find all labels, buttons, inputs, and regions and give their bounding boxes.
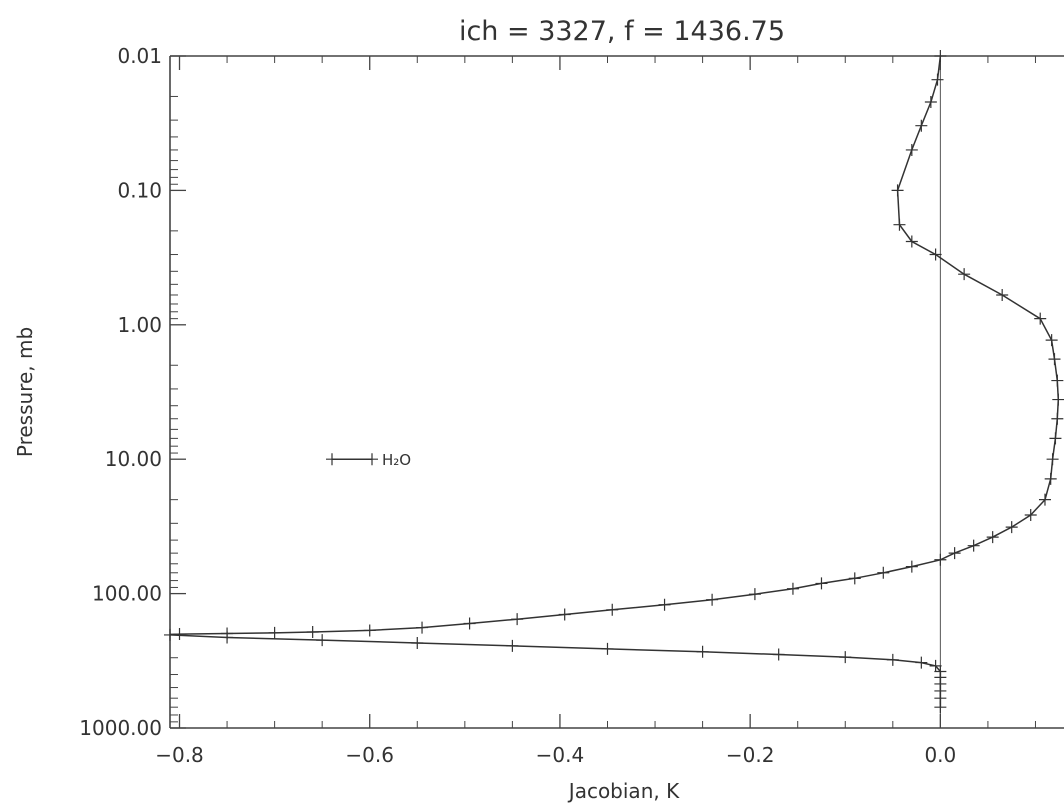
y-tick-label: 10.00 <box>105 447 162 471</box>
data-point <box>772 648 785 661</box>
data-point <box>877 566 890 579</box>
legend-marker <box>326 453 338 466</box>
x-axis-label: Jacobian, K <box>567 779 680 803</box>
data-point <box>905 143 918 156</box>
data-point <box>1038 493 1051 506</box>
data-point <box>748 588 761 601</box>
data-point <box>1034 312 1047 325</box>
data-point <box>316 634 329 647</box>
data-point <box>905 235 918 248</box>
data-point <box>1024 508 1037 521</box>
y-tick-label: 0.01 <box>117 44 162 68</box>
data-point <box>1044 472 1057 485</box>
data-point <box>786 582 799 595</box>
data-point <box>1046 453 1059 466</box>
data-point <box>268 626 281 639</box>
data-point <box>1045 334 1058 347</box>
data-point <box>891 184 904 197</box>
data-point <box>905 560 918 573</box>
x-tick-label: −0.4 <box>536 743 585 767</box>
data-point <box>986 531 999 544</box>
data-point <box>934 701 947 714</box>
chart-title: ich = 3327, f = 1436.75 <box>459 16 785 47</box>
x-tick-label: 0.0 <box>924 743 956 767</box>
data-point <box>915 119 928 132</box>
data-point <box>996 288 1009 301</box>
data-point <box>948 547 961 560</box>
data-point <box>601 642 614 655</box>
data-point <box>306 625 319 638</box>
data-point <box>924 96 937 109</box>
data-point <box>958 268 971 281</box>
data-point <box>363 624 376 637</box>
data-point <box>706 593 719 606</box>
data-point <box>606 603 619 616</box>
data-point <box>915 656 928 669</box>
data-point <box>934 50 947 62</box>
data-point <box>558 608 571 621</box>
data-point <box>886 653 899 666</box>
data-point <box>815 577 828 590</box>
data-point <box>1005 521 1018 534</box>
x-tick-label: −0.2 <box>726 743 775 767</box>
data-point <box>506 639 519 652</box>
data-point <box>848 572 861 585</box>
data-point <box>934 553 947 566</box>
data-point <box>1049 432 1062 445</box>
data-point <box>696 645 709 658</box>
data-point <box>173 628 186 641</box>
y-tick-label: 0.10 <box>117 178 162 202</box>
data-point <box>164 628 176 641</box>
data-point <box>416 621 429 634</box>
data-point <box>839 651 852 664</box>
y-tick-label: 1.00 <box>117 313 162 337</box>
data-point <box>1052 393 1064 406</box>
data-point <box>1051 412 1064 425</box>
legend-marker <box>366 453 378 466</box>
data-point <box>511 613 524 626</box>
data-point <box>1048 353 1061 366</box>
data-point <box>463 617 476 630</box>
data-point <box>1051 374 1064 387</box>
y-axis-label: Pressure, mb <box>13 327 37 457</box>
data-point <box>967 539 980 552</box>
x-tick-label: −0.8 <box>155 743 204 767</box>
x-tick-label: −0.6 <box>345 743 394 767</box>
data-point <box>929 659 942 672</box>
plot-layer: −0.8 −0.6 −0.4 −0.2 0.0 0.01 0.10 1.00 10.00 100.… <box>13 16 1064 803</box>
data-point <box>221 631 234 644</box>
data-point <box>411 636 424 649</box>
data-point <box>658 598 671 611</box>
data-point <box>893 218 906 231</box>
y-tick-label: 1000.00 <box>79 716 162 740</box>
data-point <box>931 73 944 86</box>
y-tick-label: 100.00 <box>92 582 162 606</box>
data-point <box>929 248 942 261</box>
legend-label: H₂O <box>382 451 411 469</box>
